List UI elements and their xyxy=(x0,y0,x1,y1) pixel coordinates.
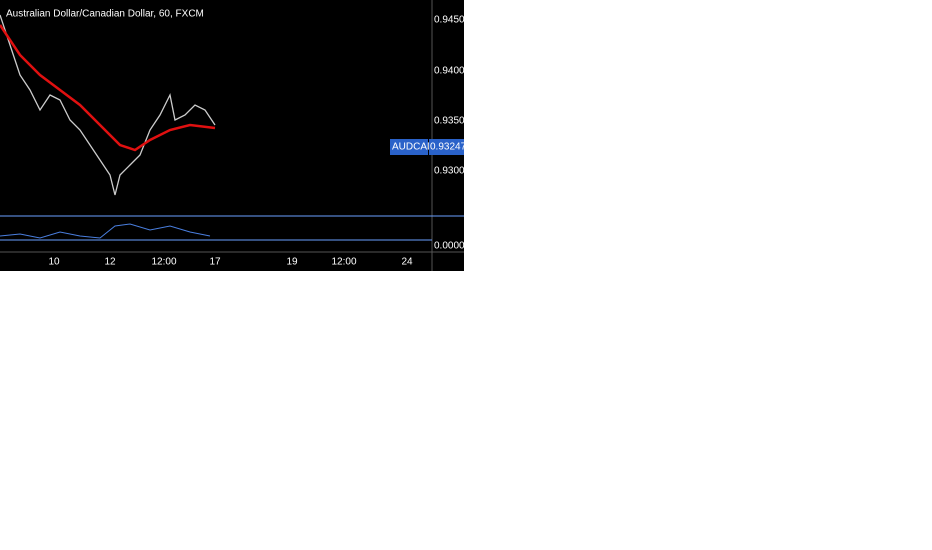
rsi-line xyxy=(0,223,211,239)
symbol-label: AUDCAD xyxy=(392,142,434,153)
price-label: 0.00000 xyxy=(434,241,464,252)
price-badge xyxy=(429,139,464,155)
last-price: 0.93247 xyxy=(430,142,464,153)
panel: Australian Dollar/Canadian Dollar, 60, F… xyxy=(0,0,464,271)
x-label: 19 xyxy=(286,257,298,268)
x-label: 10 xyxy=(48,257,60,268)
x-label: 24 xyxy=(401,257,413,268)
x-label: 12:00 xyxy=(151,257,176,268)
x-label: 12 xyxy=(104,257,116,268)
price-line xyxy=(0,14,216,196)
chart: Australian Dollar/Canadian Dollar, 60, F… xyxy=(0,0,464,271)
x-label: 12:00 xyxy=(331,257,356,268)
x-label: 17 xyxy=(209,257,221,268)
symbol-badge xyxy=(390,139,428,155)
moving-average xyxy=(0,24,216,152)
panel-title: Australian Dollar/Canadian Dollar, 60, F… xyxy=(6,9,204,20)
